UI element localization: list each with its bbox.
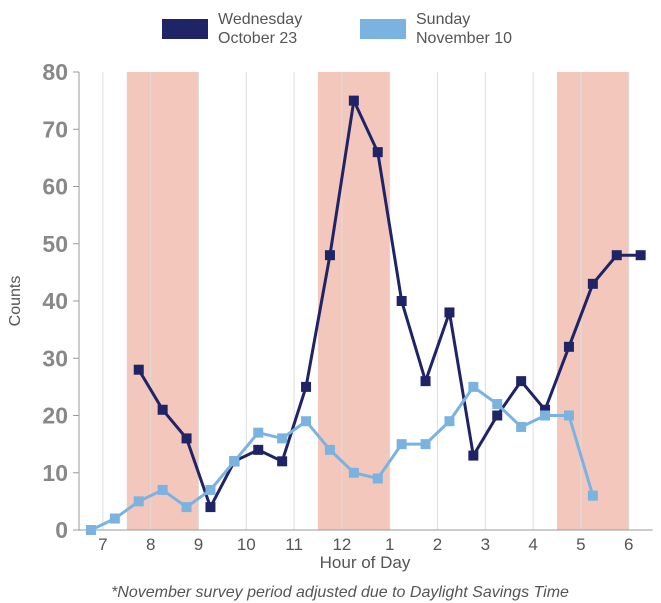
point-marker xyxy=(492,410,503,421)
legend-label: Sunday November 10 xyxy=(416,11,513,47)
point-marker xyxy=(540,410,551,421)
point-marker xyxy=(396,296,407,306)
y-tick-label: 30 xyxy=(42,345,68,371)
point-marker xyxy=(205,484,216,495)
point-marker xyxy=(444,416,455,427)
point-marker xyxy=(516,421,527,432)
point-marker xyxy=(611,250,622,261)
point-marker xyxy=(372,147,383,158)
y-tick-label: 70 xyxy=(42,116,68,142)
point-marker xyxy=(277,433,288,444)
point-marker xyxy=(277,456,288,467)
point-marker xyxy=(324,444,335,455)
point-marker xyxy=(396,439,407,450)
x-tick-label: 9 xyxy=(194,535,203,554)
x-tick-label: 2 xyxy=(433,535,442,554)
point-marker xyxy=(85,525,96,535)
point-marker xyxy=(444,307,455,318)
point-marker xyxy=(563,410,574,421)
point-marker xyxy=(181,502,192,513)
y-tick-label: 0 xyxy=(55,517,68,543)
point-marker xyxy=(540,404,551,415)
point-marker xyxy=(157,484,168,495)
x-tick-label: 3 xyxy=(481,535,490,554)
shaded-range xyxy=(126,72,199,530)
point-marker xyxy=(587,490,598,501)
x-tick-label: 11 xyxy=(285,535,303,554)
legend-item: Sunday November 10 xyxy=(360,10,528,48)
point-marker xyxy=(492,399,503,410)
point-marker xyxy=(468,381,479,392)
y-tick-label: 10 xyxy=(42,460,68,486)
point-marker xyxy=(157,404,168,415)
point-marker xyxy=(253,427,264,438)
point-marker xyxy=(301,416,312,427)
legend-swatch xyxy=(162,19,208,39)
point-marker xyxy=(563,341,574,352)
point-marker xyxy=(635,250,646,261)
point-marker xyxy=(301,381,312,392)
y-tick-label: 80 xyxy=(42,59,68,85)
point-marker xyxy=(181,433,192,444)
series-line xyxy=(90,384,595,532)
point-marker xyxy=(420,439,431,450)
point-marker xyxy=(372,473,383,484)
x-tick-label: 7 xyxy=(98,535,107,554)
x-tick-label: 5 xyxy=(576,535,585,554)
legend-swatch xyxy=(360,19,406,39)
legend-item: Wednesday October 23 xyxy=(162,10,330,48)
x-tick-label: 6 xyxy=(624,535,633,554)
point-marker xyxy=(348,95,359,106)
legend-label: Wednesday October 23 xyxy=(218,11,303,47)
point-marker xyxy=(516,376,527,387)
series-line xyxy=(137,95,641,511)
point-marker xyxy=(133,496,144,507)
shaded-range xyxy=(318,72,390,530)
point-marker xyxy=(324,250,335,261)
x-tick-label: 10 xyxy=(237,535,256,554)
point-marker xyxy=(420,376,431,387)
point-marker xyxy=(205,502,216,513)
point-marker xyxy=(133,364,144,375)
point-marker xyxy=(587,278,598,289)
point-marker xyxy=(109,513,120,524)
y-tick-label: 20 xyxy=(42,403,68,429)
shaded-range xyxy=(557,72,629,530)
x-tick-label: 12 xyxy=(332,535,351,554)
point-marker xyxy=(253,444,264,455)
y-tick-label: 40 xyxy=(42,288,68,314)
point-marker xyxy=(468,450,479,461)
point-marker xyxy=(348,467,359,478)
y-tick-label: 50 xyxy=(42,231,68,257)
y-axis-label: Counts xyxy=(7,276,24,327)
y-tick-label: 60 xyxy=(42,174,68,200)
x-tick-label: 4 xyxy=(528,535,537,554)
x-axis-label: Hour of Day xyxy=(320,553,411,572)
x-tick-label: 1 xyxy=(385,535,394,554)
point-marker xyxy=(229,456,240,467)
footnote: *November survey period adjusted due to … xyxy=(111,584,569,601)
x-tick-label: 8 xyxy=(146,535,155,554)
